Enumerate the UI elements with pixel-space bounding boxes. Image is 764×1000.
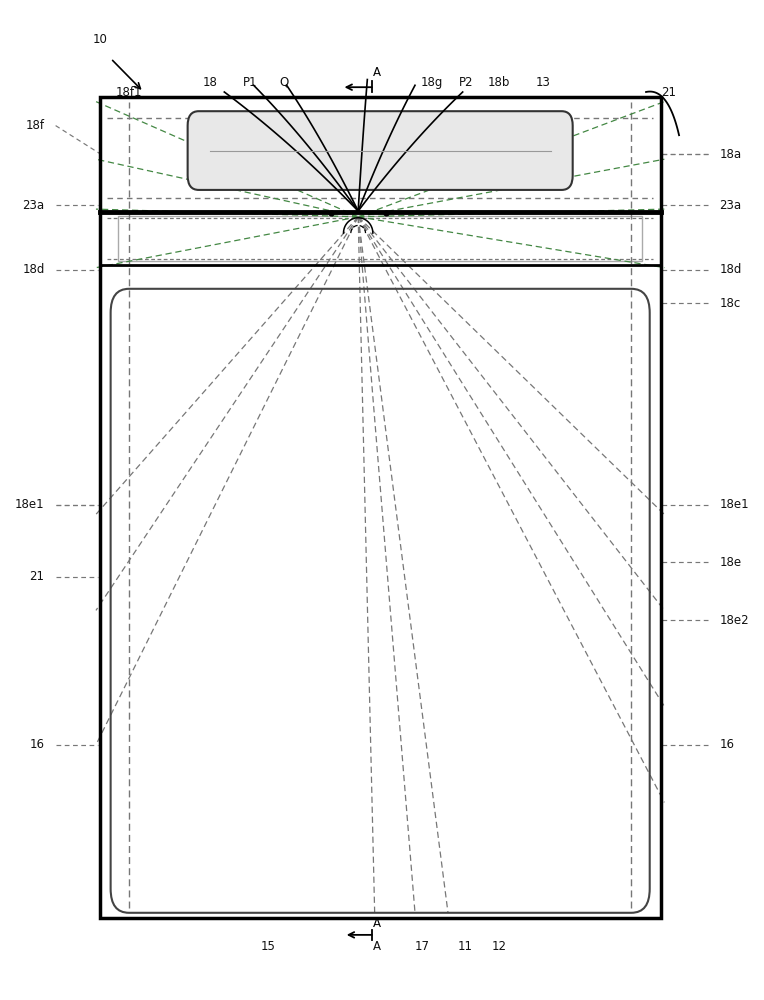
Text: 16: 16 [30,738,44,751]
Text: 18b: 18b [488,76,510,89]
Text: 18f: 18f [26,119,44,132]
Text: 18a: 18a [720,148,742,161]
Text: 23a: 23a [720,199,742,212]
Bar [99,97,661,212]
Text: Q: Q [280,76,289,89]
Text: 15: 15 [261,940,276,953]
Text: 10: 10 [92,33,107,46]
Text: 18e1: 18e1 [720,498,749,511]
Text: 21: 21 [661,86,675,99]
FancyBboxPatch shape [188,111,573,190]
Text: 18f1: 18f1 [115,86,142,99]
Text: A: A [373,66,381,79]
Text: 11: 11 [458,940,472,953]
Text: 13: 13 [536,76,551,89]
Text: 18d: 18d [720,263,742,276]
Bar [99,97,661,918]
Text: 18: 18 [202,76,217,89]
Text: 18c: 18c [720,297,740,310]
Text: 17: 17 [415,940,430,953]
Text: 12: 12 [492,940,507,953]
Text: 21: 21 [30,570,44,583]
Text: 23a: 23a [22,199,44,212]
Bar [118,216,643,261]
Text: 18e2: 18e2 [720,613,749,626]
Text: 18d: 18d [22,263,44,276]
Text: 16: 16 [720,738,734,751]
Text: P2: P2 [459,76,474,89]
Text: 18e1: 18e1 [15,498,44,511]
Text: A: A [373,940,381,953]
Text: P1: P1 [243,76,257,89]
Text: 18g: 18g [421,76,443,89]
Text: A: A [373,917,381,930]
Text: 18e: 18e [720,556,742,569]
